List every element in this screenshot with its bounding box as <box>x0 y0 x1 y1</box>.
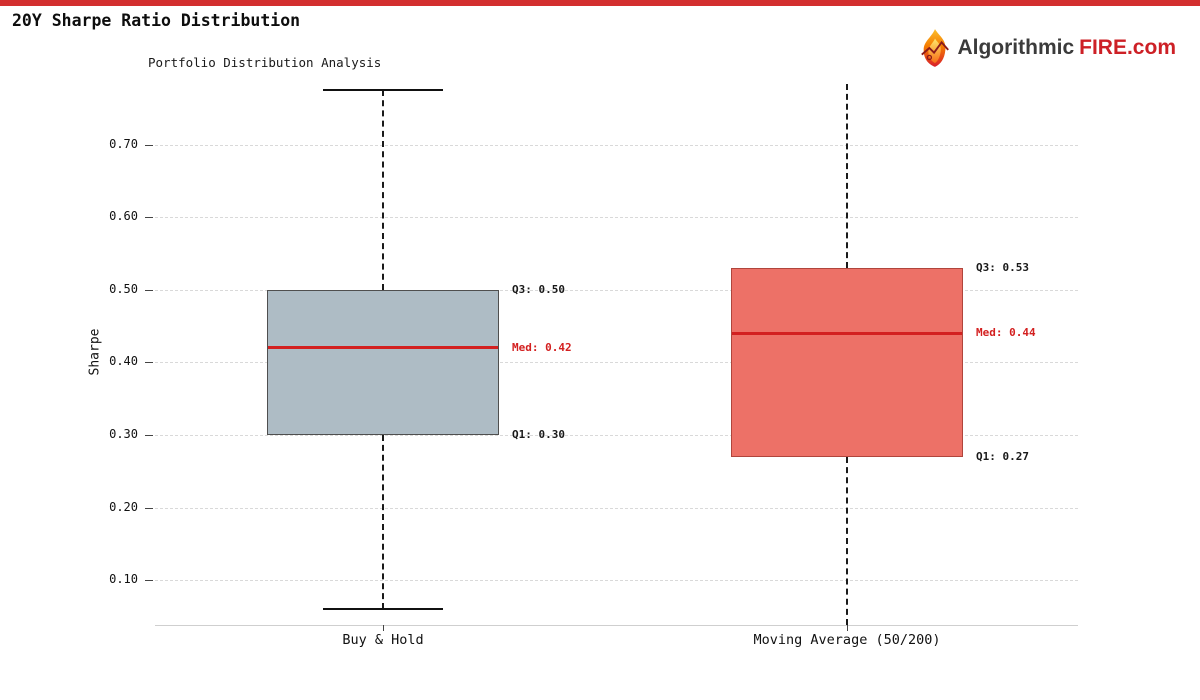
brand-name-dark: Algorithmic <box>957 36 1075 59</box>
median-line <box>268 346 498 350</box>
annotation-q1: Q1: 0.30 <box>512 427 565 441</box>
gridline <box>155 362 1078 364</box>
whisker-upper <box>382 89 384 290</box>
whisker-cap-upper <box>323 88 443 91</box>
gridline <box>155 144 1078 146</box>
y-tick-label: 0.50 <box>109 281 138 296</box>
gridline <box>155 507 1078 509</box>
y-tick-label: 0.40 <box>109 354 138 369</box>
gridline <box>155 217 1078 219</box>
y-tick-mark <box>145 144 153 146</box>
brand-name-red: FIRE.com <box>1079 36 1176 59</box>
gridline <box>155 580 1078 582</box>
y-tick-mark <box>145 362 153 364</box>
top-accent-bar <box>0 0 1200 6</box>
flame-icon <box>918 29 952 67</box>
y-tick-mark <box>145 434 153 436</box>
whisker-lower <box>382 434 384 610</box>
annotation-q3: Q3: 0.53 <box>976 261 1029 275</box>
page-title: 20Y Sharpe Ratio Distribution <box>12 11 301 30</box>
y-tick-label: 0.70 <box>109 136 138 151</box>
x-tick-label: Buy & Hold <box>342 632 424 648</box>
whisker-lower <box>846 456 848 625</box>
y-tick-mark <box>145 217 153 219</box>
whisker-cap-lower <box>323 608 443 611</box>
annotation-med: Med: 0.42 <box>512 340 572 354</box>
y-tick-mark <box>145 507 153 509</box>
box-1 <box>267 289 499 435</box>
x-tick-mark <box>383 625 384 631</box>
brand-logo[interactable]: Algorithmic FIRE.com <box>918 28 1176 68</box>
chart-subtitle: Portfolio Distribution Analysis <box>148 55 382 70</box>
x-axis-line <box>155 625 1078 626</box>
annotation-q1: Q1: 0.27 <box>976 449 1029 463</box>
annotation-med: Med: 0.44 <box>976 326 1036 340</box>
y-tick-mark <box>145 580 153 582</box>
annotation-q3: Q3: 0.50 <box>512 282 565 296</box>
gridline <box>155 289 1078 291</box>
y-tick-label: 0.60 <box>109 209 138 224</box>
x-tick-label: Moving Average (50/200) <box>753 632 941 648</box>
gridline <box>155 434 1078 436</box>
box-2 <box>731 268 963 457</box>
whisker-upper <box>846 84 848 269</box>
y-tick-label: 0.20 <box>109 499 138 514</box>
x-tick-mark <box>847 625 848 631</box>
median-line <box>732 331 962 335</box>
y-tick-label: 0.10 <box>109 572 138 587</box>
y-tick-mark <box>145 289 153 291</box>
y-tick-label: 0.30 <box>109 426 138 441</box>
